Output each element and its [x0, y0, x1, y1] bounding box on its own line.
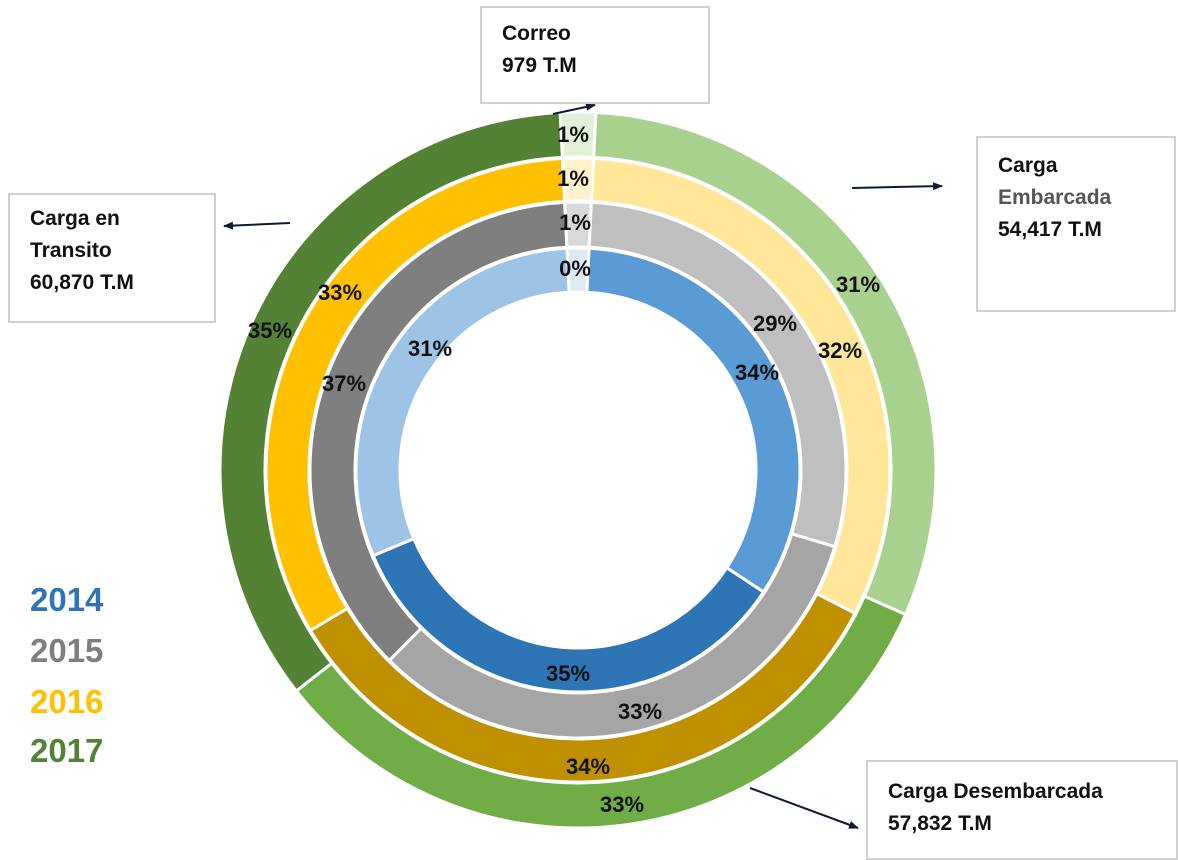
callout-correo: Correo 979 T.M: [480, 6, 710, 104]
pct-label-2015-carga-en-transito: 37%: [322, 371, 366, 396]
pct-label-2017-carga-desembarcada: 33%: [600, 792, 644, 817]
pct-label-2017-carga-embarcada: 31%: [836, 272, 880, 297]
callout-desembarcada: Carga Desembarcada 57,832 T.M: [866, 760, 1178, 860]
pct-label-2015-correo: 1%: [559, 210, 591, 235]
arrow-embarcada: [851, 182, 943, 191]
legend-entry-2017: 2017: [30, 732, 104, 769]
pct-label-2016-carga-desembarcada: 34%: [566, 754, 610, 779]
callout-correo-title: Correo: [502, 22, 571, 45]
callout-transito-subtitle: Transito: [30, 239, 112, 262]
legend-entry-2014: 2014: [30, 581, 104, 618]
arrow-desembarcada: [749, 787, 859, 829]
callout-embarcada-subtitle: Embarcada: [998, 186, 1112, 209]
callout-embarcada: Carga Embarcada 54,417 T.M: [976, 136, 1176, 312]
callout-correo-value: 979 T.M: [502, 54, 577, 77]
callout-embarcada-title: Carga: [998, 154, 1058, 177]
pct-label-2016-carga-embarcada: 32%: [818, 338, 862, 363]
pct-label-2015-carga-embarcada: 29%: [753, 311, 797, 336]
pct-label-2014-carga-embarcada: 34%: [735, 360, 779, 385]
pct-label-2016-correo: 1%: [557, 166, 589, 191]
callout-arrows: [223, 102, 943, 829]
pct-label-2015-carga-desembarcada: 33%: [618, 699, 662, 724]
arrow-transito: [223, 221, 291, 230]
pct-label-2014-carga-en-transito: 31%: [408, 336, 452, 361]
callout-transito: Carga en Transito 60,870 T.M: [8, 193, 216, 323]
legend-entry-2016: 2016: [30, 683, 104, 720]
legend-entry-2015: 2015: [30, 632, 104, 669]
pct-label-2014-carga-desembarcada: 35%: [546, 661, 590, 686]
pct-label-2014-correo: 0%: [559, 256, 591, 281]
percent-labels-group: 0% 34% 35% 31% 1% 29% 33% 37% 1% 32% 34% 33% 1% 31% 33…: [248, 122, 880, 817]
callout-desembarcada-title: Carga Desembarcada: [888, 780, 1103, 803]
callout-transito-title: Carga en: [30, 207, 120, 230]
callout-desembarcada-value: 57,832 T.M: [888, 812, 992, 835]
callout-transito-value: 60,870 T.M: [30, 271, 134, 294]
arrow-correo: [552, 102, 596, 115]
pct-label-2016-carga-en-transito: 33%: [318, 280, 362, 305]
pct-label-2017-carga-en-transito: 35%: [248, 318, 292, 343]
pct-label-2017-correo: 1%: [557, 122, 589, 147]
callout-embarcada-value: 54,417 T.M: [998, 218, 1102, 241]
rings-group: [218, 110, 938, 830]
